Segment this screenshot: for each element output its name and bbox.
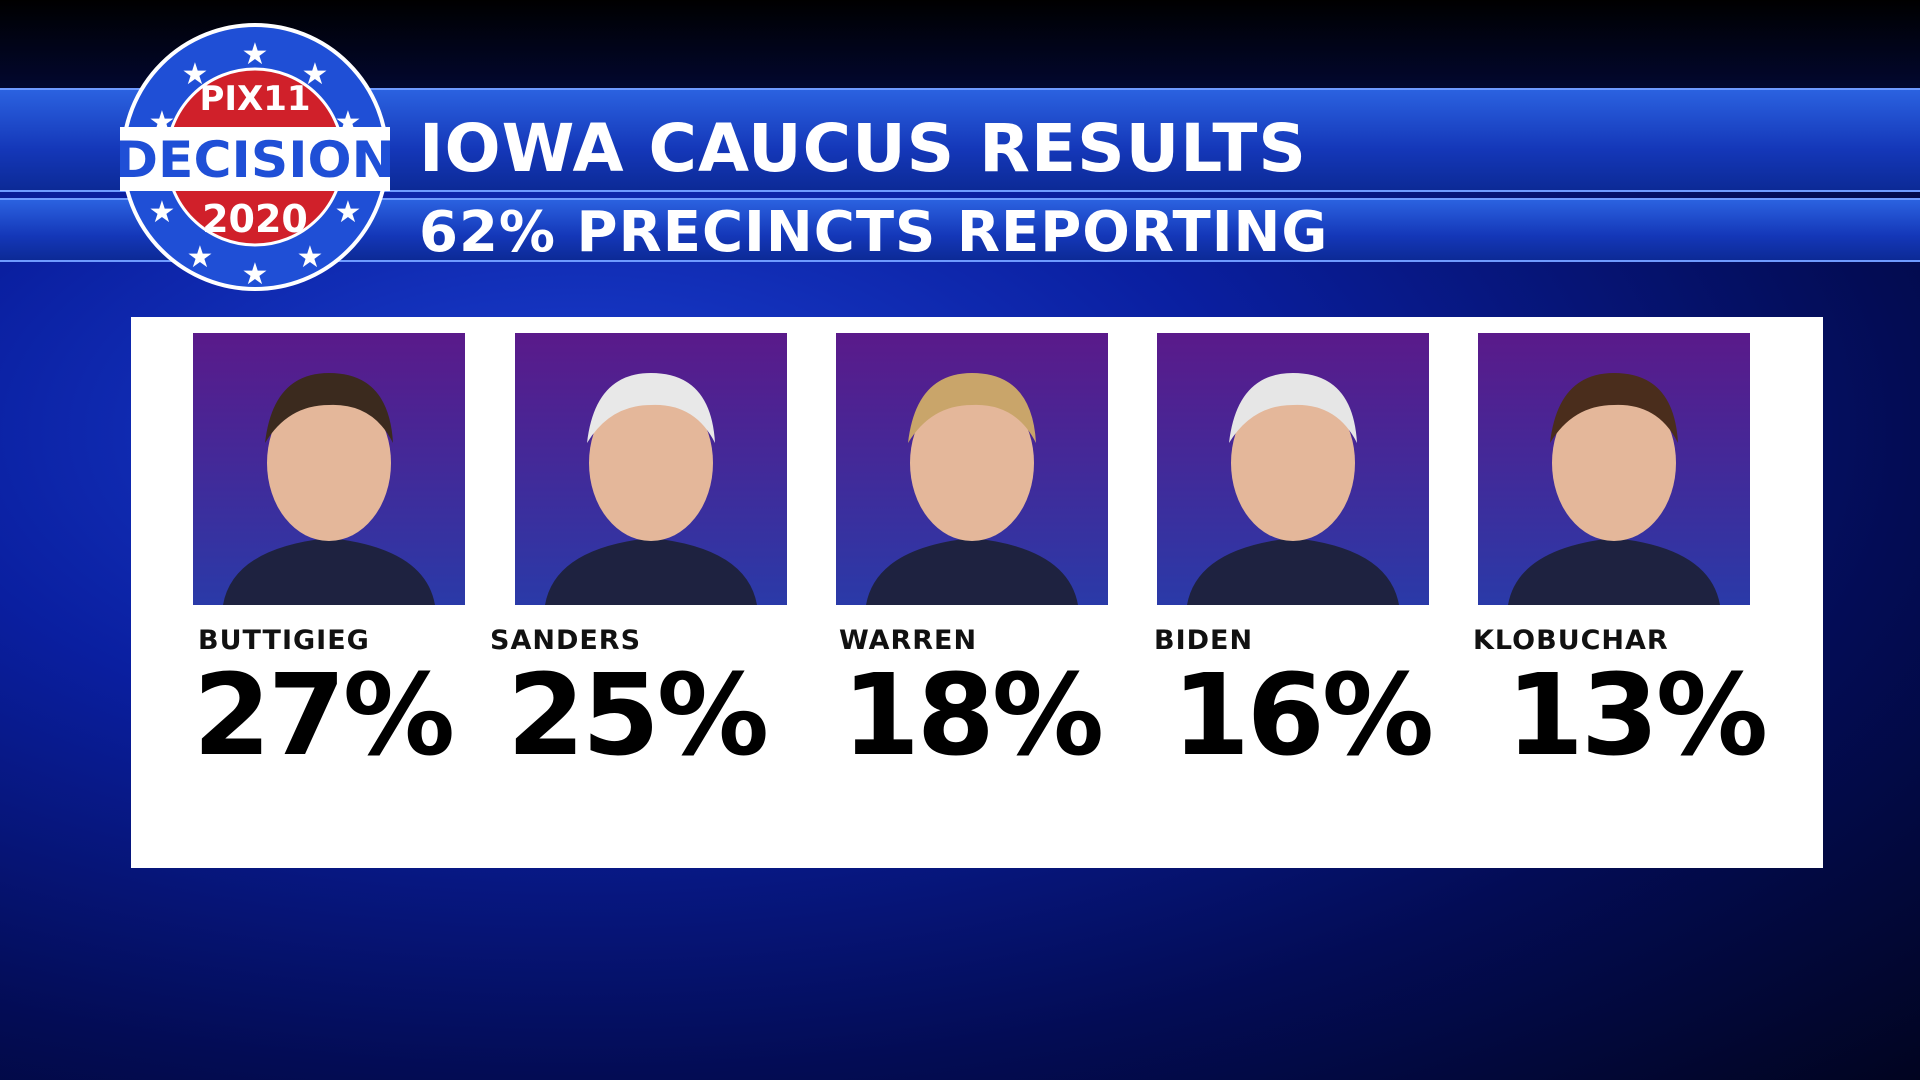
subtitle: 62% PRECINCTS REPORTING (419, 200, 1329, 265)
candidate-photo (515, 333, 787, 605)
svg-text:★: ★ (149, 195, 176, 230)
svg-text:★: ★ (335, 195, 362, 230)
candidate-share: 27% (193, 651, 455, 781)
candidate-photo (1478, 333, 1750, 605)
svg-text:★: ★ (297, 240, 324, 275)
candidate-name: KLOBUCHAR (1473, 625, 1669, 656)
svg-text:★: ★ (187, 240, 214, 275)
svg-text:★: ★ (182, 57, 209, 92)
candidate-card: WARREN 18% (836, 333, 1108, 781)
candidate-card: SANDERS 25% (490, 333, 787, 781)
results-panel: BUTTIGIEG 27% SANDERS 25% WARREN 18% BIDEN 16% K… (131, 317, 1823, 868)
candidate-card: BUTTIGIEG 27% (193, 333, 465, 781)
candidate-name: BIDEN (1154, 625, 1254, 656)
candidate-photo (193, 333, 465, 605)
svg-text:★: ★ (242, 37, 269, 72)
candidate-photo (836, 333, 1108, 605)
candidate-card: KLOBUCHAR 13% (1473, 333, 1768, 781)
candidate-share: 13% (1506, 651, 1768, 781)
candidate-name: SANDERS (490, 625, 642, 656)
svg-text:★: ★ (242, 257, 269, 292)
candidate-share: 16% (1172, 651, 1434, 781)
candidate-share: 25% (507, 651, 769, 781)
title: IOWA CAUCUS RESULTS (419, 110, 1307, 187)
logo: ★★ ★ ★ ★ ★ ★ ★ ★★ PIX11 DECISION 2020 (120, 23, 390, 292)
candidate-photo (1157, 333, 1429, 605)
candidate-card: BIDEN 16% (1154, 333, 1434, 781)
logo-brand: PIX11 (199, 79, 310, 119)
candidate-name: BUTTIGIEG (198, 625, 370, 656)
candidate-share: 18% (842, 651, 1104, 781)
svg-text:★: ★ (302, 57, 329, 92)
logo-line2: 2020 (202, 197, 308, 241)
candidate-name: WARREN (839, 625, 978, 656)
logo-line1: DECISION (120, 131, 390, 189)
